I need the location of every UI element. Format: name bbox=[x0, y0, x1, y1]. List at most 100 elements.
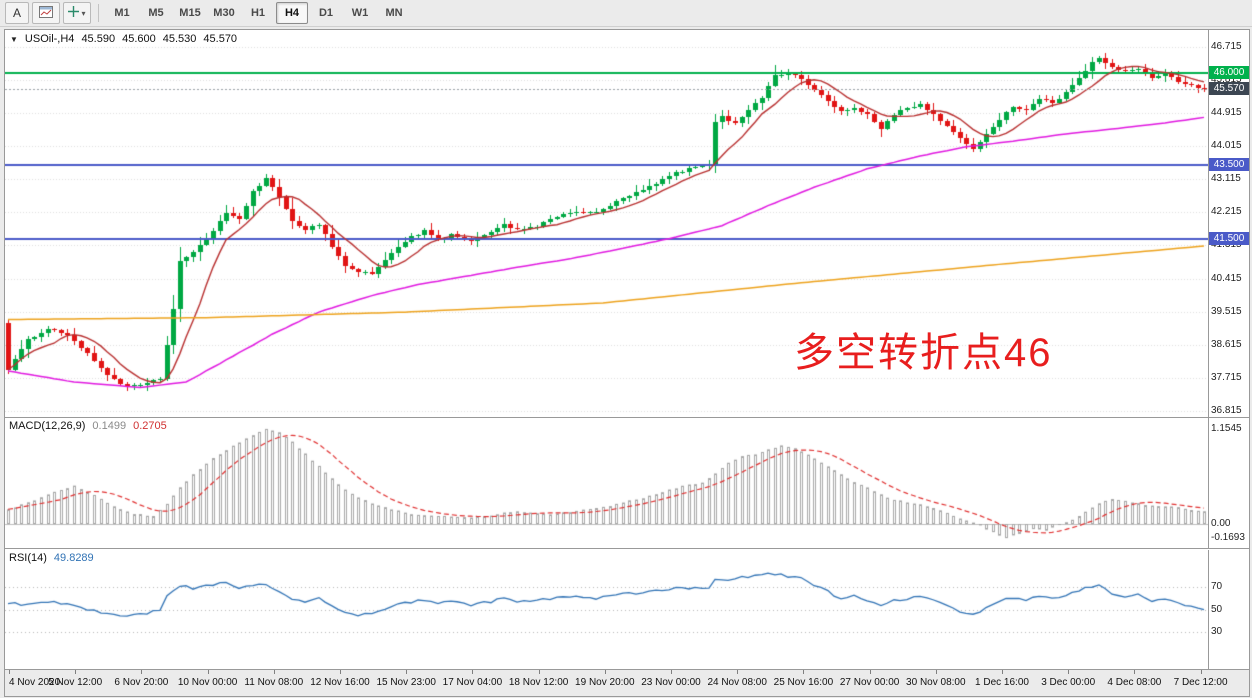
toolbar: A ▾ M1 M5 M15 M30 H1 H4 D1 W1 MN bbox=[0, 0, 1252, 27]
macd-axis[interactable]: 1.1545 0.00 -0.1693 bbox=[1208, 418, 1249, 548]
time-axis-label: 11 Nov 08:00 bbox=[244, 677, 304, 688]
time-axis-label: 30 Nov 08:00 bbox=[906, 677, 966, 688]
time-axis-label: 5 Nov 12:00 bbox=[48, 677, 103, 688]
timeframe-button-m30[interactable]: M30 bbox=[213, 7, 235, 19]
macd-main-value: 0.1499 bbox=[92, 420, 127, 432]
timeframe-button-m1[interactable]: M1 bbox=[114, 7, 130, 19]
macd-panel: MACD(12,26,9) 0.1499 0.2705 1.1545 0.00 -0… bbox=[5, 418, 1249, 548]
symbol-ohlc-header: ▼ USOil-,H4 45.590 45.600 45.530 45.570 bbox=[10, 33, 237, 45]
bar-open: 45.590 bbox=[81, 33, 116, 45]
chart-area: ▼ USOil-,H4 45.590 45.600 45.530 45.570 … bbox=[4, 29, 1250, 697]
time-axis-label: 18 Nov 12:00 bbox=[508, 677, 569, 688]
macd-canvas[interactable] bbox=[5, 418, 1208, 548]
time-axis-label: 3 Dec 00:00 bbox=[1041, 677, 1096, 688]
time-tick bbox=[1002, 670, 1003, 674]
macd-title: MACD(12,26,9) bbox=[9, 420, 86, 432]
crosshair-tool-button[interactable]: ▾ bbox=[63, 2, 91, 24]
chart-window-tool-button[interactable] bbox=[32, 2, 60, 24]
timeframe-button-m15[interactable]: M15 bbox=[179, 7, 201, 19]
price-axis-label: 45.815 bbox=[1211, 74, 1242, 86]
toolbar-separator bbox=[98, 4, 99, 22]
time-tick bbox=[208, 670, 209, 674]
macd-signal-value: 0.2705 bbox=[133, 420, 167, 432]
time-tick bbox=[9, 670, 10, 674]
panel-divider[interactable] bbox=[5, 417, 1249, 418]
rsi-label: RSI(14) 49.8289 bbox=[9, 552, 94, 564]
rsi-axis[interactable]: 70 50 30 bbox=[1208, 550, 1249, 669]
time-axis-label: 6 Nov 20:00 bbox=[114, 677, 169, 688]
time-tick bbox=[737, 670, 738, 674]
macd-axis-label: 1.1545 bbox=[1211, 422, 1242, 434]
price-axis-label: 41.315 bbox=[1211, 239, 1242, 251]
price-axis-label: 38.615 bbox=[1211, 338, 1242, 350]
price-axis-label: 42.215 bbox=[1211, 206, 1242, 218]
macd-axis-label: -0.1693 bbox=[1211, 531, 1245, 543]
time-axis-label: 12 Nov 16:00 bbox=[310, 677, 370, 688]
time-axis-label: 17 Nov 04:00 bbox=[442, 677, 503, 688]
text-annotation-tool-button[interactable]: A bbox=[5, 2, 29, 24]
time-axis-label: 24 Nov 08:00 bbox=[707, 677, 767, 688]
time-axis-label: 7 Dec 12:00 bbox=[1173, 677, 1228, 688]
time-tick bbox=[75, 670, 76, 674]
time-axis-label: 4 Nov 2020 bbox=[9, 677, 61, 688]
time-tick bbox=[406, 670, 407, 674]
time-axis-label: 19 Nov 20:00 bbox=[575, 677, 635, 688]
time-tick bbox=[340, 670, 341, 674]
time-axis-label: 27 Nov 00:00 bbox=[839, 677, 900, 688]
price-panel: ▼ USOil-,H4 45.590 45.600 45.530 45.570 … bbox=[5, 30, 1249, 417]
time-tick bbox=[803, 670, 804, 674]
price-chart-canvas[interactable] bbox=[5, 30, 1208, 417]
rsi-axis-label: 50 bbox=[1211, 603, 1223, 615]
rsi-title: RSI(14) bbox=[9, 552, 47, 564]
macd-axis-label: 0.00 bbox=[1211, 518, 1231, 529]
price-axis-label: 39.515 bbox=[1211, 305, 1242, 317]
rsi-panel: RSI(14) 49.8289 70 50 30 bbox=[5, 550, 1249, 669]
time-tick bbox=[936, 670, 937, 674]
macd-label: MACD(12,26,9) 0.1499 0.2705 bbox=[9, 420, 167, 432]
time-tick bbox=[274, 670, 275, 674]
timeframe-button-d1[interactable]: D1 bbox=[318, 7, 334, 19]
rsi-axis-label: 70 bbox=[1211, 581, 1223, 593]
rsi-canvas[interactable] bbox=[5, 550, 1208, 669]
price-axis-label: 40.415 bbox=[1211, 272, 1242, 284]
crosshair-icon bbox=[68, 6, 80, 20]
time-tick bbox=[671, 670, 672, 674]
time-tick bbox=[539, 670, 540, 674]
time-tick bbox=[605, 670, 606, 674]
price-axis-label: 44.915 bbox=[1211, 107, 1242, 119]
time-axis[interactable]: 4 Nov 2020 5 Nov 12:00 6 Nov 20:00 10 Nov 0… bbox=[5, 670, 1249, 696]
price-axis-label: 43.115 bbox=[1211, 173, 1241, 185]
panel-divider[interactable] bbox=[5, 548, 1249, 549]
price-axis-label: 36.815 bbox=[1211, 404, 1242, 416]
chart-text-annotation: 多空转折点46 bbox=[794, 331, 1053, 375]
price-axis[interactable]: 46.715 45.815 44.915 44.015 43.115 42.215 41.3… bbox=[1208, 30, 1249, 417]
timeframe-button-mn[interactable]: MN bbox=[385, 7, 403, 19]
price-axis-label: 37.715 bbox=[1211, 371, 1242, 383]
time-axis-label: 10 Nov 00:00 bbox=[177, 677, 238, 688]
time-tick bbox=[1068, 670, 1069, 674]
price-badge: 41.500 bbox=[1209, 231, 1249, 245]
panel-divider bbox=[5, 669, 1249, 670]
symbol-name: USOil-,H4 bbox=[24, 33, 75, 45]
price-axis-label: 46.715 bbox=[1211, 41, 1242, 52]
rsi-value: 49.8289 bbox=[53, 552, 94, 564]
bar-close: 45.570 bbox=[203, 33, 238, 45]
bar-high: 45.600 bbox=[122, 33, 156, 45]
symbol-caret-icon: ▼ bbox=[10, 34, 18, 44]
time-axis-label: 4 Dec 08:00 bbox=[1107, 677, 1162, 688]
price-badge: 43.500 bbox=[1209, 158, 1249, 172]
timeframe-button-h1[interactable]: H1 bbox=[250, 7, 266, 19]
time-tick bbox=[141, 670, 142, 674]
rsi-axis-label: 30 bbox=[1211, 625, 1223, 637]
time-tick bbox=[1201, 670, 1202, 674]
chart-window-icon bbox=[39, 5, 53, 21]
time-axis-label: 15 Nov 23:00 bbox=[376, 677, 436, 688]
time-axis-label: 1 Dec 16:00 bbox=[975, 677, 1029, 688]
price-axis-label: 44.015 bbox=[1211, 140, 1242, 152]
timeframe-button-m5[interactable]: M5 bbox=[148, 7, 164, 19]
time-tick bbox=[1134, 670, 1135, 674]
timeframe-button-w1[interactable]: W1 bbox=[351, 7, 369, 19]
timeframe-button-h4[interactable]: H4 bbox=[276, 2, 308, 24]
time-axis-label: 25 Nov 16:00 bbox=[773, 677, 834, 688]
